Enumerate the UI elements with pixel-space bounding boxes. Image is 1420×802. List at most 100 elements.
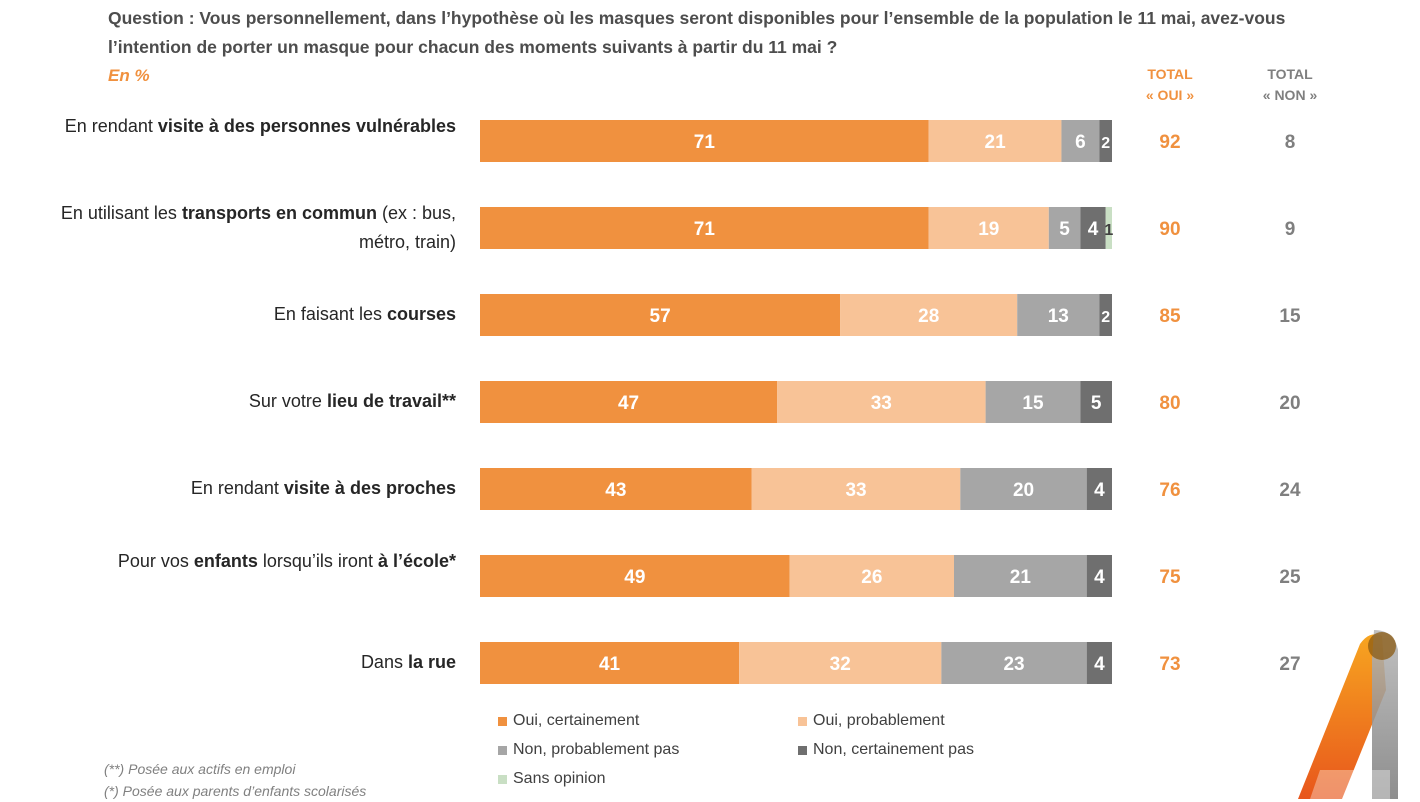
bar-value-label: 2: [1101, 135, 1110, 152]
bar-value-label: 15: [1022, 393, 1044, 414]
bar-segment-non_certainement_pas: [1099, 294, 1112, 336]
total-oui-header: TOTAL « OUI »: [1120, 64, 1220, 106]
bar-value-label: 21: [1010, 567, 1032, 588]
bar-segment-non_probablement_pas: [954, 555, 1087, 597]
bar-value-label: 2: [1101, 309, 1110, 326]
total-oui-value: 92: [1159, 132, 1180, 153]
row-label-bold-text: à l’école*: [377, 551, 456, 571]
total-oui-value: 75: [1159, 567, 1181, 588]
legend-item-non_probablement_pas: Non, probablement pas: [498, 741, 679, 759]
bar-segment-non_certainement_pas: [1099, 120, 1112, 162]
bar-value-label: 21: [985, 132, 1007, 153]
bar-segment-non_certainement_pas: [1086, 642, 1112, 684]
row-label-text: Pour vos: [117, 551, 194, 571]
total-non-header-line1: TOTAL: [1267, 66, 1313, 82]
bar-segment-non_certainement_pas: [1086, 468, 1112, 510]
bar-value-label: 19: [978, 219, 999, 240]
bar-value-label: 33: [845, 480, 866, 501]
bar-segment-non_probablement_pas: [1048, 207, 1081, 249]
bar-value-label: 4: [1088, 219, 1099, 240]
total-non-value: 20: [1279, 393, 1300, 414]
legend-swatch: [498, 745, 507, 755]
legend-swatch: [798, 716, 807, 726]
bar-segment-oui_probablement: [739, 642, 942, 684]
total-oui-value: 85: [1159, 306, 1181, 327]
total-non-value: 25: [1279, 567, 1301, 588]
bar-value-label: 6: [1075, 132, 1086, 153]
total-non-value: 24: [1279, 480, 1301, 501]
row-label-text: En rendant: [190, 478, 284, 498]
total-non-value: 15: [1279, 306, 1301, 327]
row-label-bold-text: enfants: [193, 551, 258, 571]
bar-segment-oui_probablement: [840, 294, 1018, 336]
bar-segment-non_certainement_pas: [1080, 381, 1112, 423]
bar-value-label: 71: [694, 132, 716, 153]
question-title: Question : Vous personnellement, dans l’…: [108, 8, 1286, 57]
row-label: En rendant visite à des proches: [60, 474, 456, 503]
bar-segment-non_certainement_pas: [1086, 555, 1112, 597]
bar-segment-non_probablement_pas: [1017, 294, 1100, 336]
bar-value-label: 49: [624, 567, 645, 588]
legend-item-oui_certainement: Oui, certainement: [498, 712, 639, 730]
row-label-text: Dans: [360, 652, 408, 672]
row-label: Sur votre lieu de travail**: [60, 387, 456, 416]
total-oui-value: 90: [1159, 219, 1180, 240]
total-oui-value: 73: [1159, 654, 1180, 675]
bar-value-label: 41: [599, 654, 621, 675]
bar-segment-oui_probablement: [777, 381, 986, 423]
legend-item-sans_opinion: Sans opinion: [498, 770, 606, 788]
total-oui-header-line1: TOTAL: [1147, 66, 1193, 82]
legend-label: Oui, certainement: [513, 712, 640, 729]
total-oui-value: 80: [1159, 393, 1180, 414]
bar-segment-non_probablement_pas: [941, 642, 1087, 684]
footnote-actifs: (**) Posée aux actifs en emploi: [104, 761, 296, 777]
row-label: En rendant visite à des personnes vulnér…: [60, 112, 456, 141]
bar-segment-oui_certainement: [480, 555, 790, 597]
total-non-header: TOTAL « NON »: [1240, 64, 1340, 106]
row-label-text: (ex : bus, métro, train): [358, 203, 456, 252]
chart-legend: Oui, certainement Oui, probablement Non, p…: [498, 712, 1058, 798]
bar-value-label: 5: [1059, 219, 1070, 240]
total-oui-header-line2: « OUI »: [1145, 87, 1195, 103]
total-non-value: 8: [1285, 132, 1296, 153]
bar-value-label: 33: [871, 393, 892, 414]
bar-segment-oui_probablement: [789, 555, 954, 597]
bar-segment-oui_probablement: [928, 120, 1062, 162]
row-label-text: lorsqu’ils iront: [257, 551, 378, 571]
bar-value-label: 28: [918, 306, 939, 327]
bar-value-label: 13: [1048, 306, 1069, 327]
row-label-bold-text: courses: [386, 304, 456, 324]
bar-value-label: 47: [618, 393, 639, 414]
bar-value-label: 1: [1104, 222, 1113, 239]
bar-segment-oui_certainement: [480, 294, 841, 336]
row-label-bold-text: lieu de travail**: [326, 391, 456, 411]
bar-segment-non_probablement_pas: [985, 381, 1081, 423]
bar-segment-oui_certainement: [480, 120, 929, 162]
brand-logo: [1298, 630, 1398, 799]
legend-swatch: [498, 774, 507, 784]
row-label-bold-text: la rue: [407, 652, 456, 672]
row-label: En utilisant les transports en commun (e…: [60, 199, 456, 257]
bar-value-label: 4: [1094, 480, 1105, 501]
legend-item-oui_probablement: Oui, probablement: [798, 712, 945, 730]
legend-item-non_certainement_pas: Non, certainement pas: [798, 741, 974, 759]
bar-value-label: 43: [605, 480, 626, 501]
total-non-header-line2: « NON »: [1262, 87, 1318, 103]
bar-value-label: 32: [830, 654, 851, 675]
row-label-text: En rendant: [64, 116, 158, 136]
footnotes: (**) Posée aux actifs en emploi (*) Posé…: [104, 758, 366, 802]
bar-segment-non_probablement_pas: [1061, 120, 1100, 162]
row-label: En faisant les courses: [60, 300, 456, 329]
bar-segment-oui_probablement: [928, 207, 1049, 249]
footnote-parents: (*) Posée aux parents d’enfants scolaris…: [104, 783, 367, 799]
row-label-bold-text: visite à des personnes vulnérables: [157, 116, 456, 136]
bar-value-label: 5: [1091, 393, 1102, 414]
bar-segment-oui_probablement: [751, 468, 961, 510]
bar-segment-oui_certainement: [480, 642, 740, 684]
bar-value-label: 20: [1013, 480, 1034, 501]
bar-segment-non_certainement_pas: [1080, 207, 1106, 249]
row-label-text: En utilisant les: [60, 203, 182, 223]
bar-value-label: 4: [1094, 567, 1105, 588]
bar-value-label: 23: [1003, 654, 1024, 675]
